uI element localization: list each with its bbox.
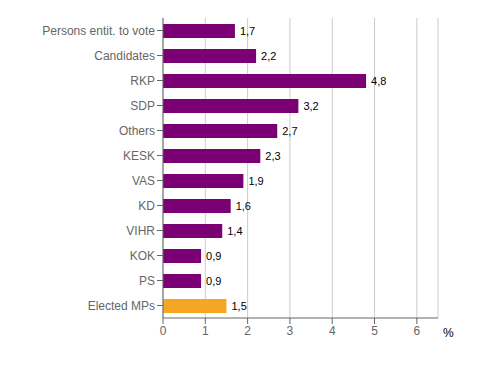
svg-text:2,7: 2,7 [282,125,297,137]
svg-text:1,7: 1,7 [240,25,255,37]
svg-text:KESK: KESK [123,149,155,163]
svg-text:2,2: 2,2 [261,50,276,62]
svg-text:3: 3 [287,324,294,338]
svg-text:6: 6 [414,324,421,338]
svg-text:KD: KD [138,199,155,213]
svg-text:4: 4 [329,324,336,338]
svg-text:1,6: 1,6 [236,200,251,212]
svg-text:1,4: 1,4 [227,225,242,237]
svg-text:Elected MPs: Elected MPs [88,299,155,313]
svg-text:0,9: 0,9 [206,275,221,287]
svg-text:0: 0 [160,324,167,338]
svg-text:2: 2 [244,324,251,338]
svg-text:0,9: 0,9 [206,250,221,262]
svg-text:1,5: 1,5 [231,300,246,312]
svg-text:SDP: SDP [130,99,155,113]
svg-text:Persons entit. to vote: Persons entit. to vote [42,24,155,38]
svg-text:Others: Others [119,124,155,138]
svg-text:5: 5 [371,324,378,338]
svg-text:VIHR: VIHR [126,224,155,238]
svg-text:KOK: KOK [130,249,155,263]
svg-text:PS: PS [139,274,155,288]
svg-text:RKP: RKP [130,74,155,88]
svg-text:4,8: 4,8 [371,75,386,87]
svg-text:%: % [443,326,454,340]
svg-text:1,9: 1,9 [248,175,263,187]
svg-text:3,2: 3,2 [303,100,318,112]
svg-text:Candidates: Candidates [94,49,155,63]
svg-text:1: 1 [202,324,209,338]
svg-text:VAS: VAS [132,174,155,188]
svg-text:2,3: 2,3 [265,150,280,162]
